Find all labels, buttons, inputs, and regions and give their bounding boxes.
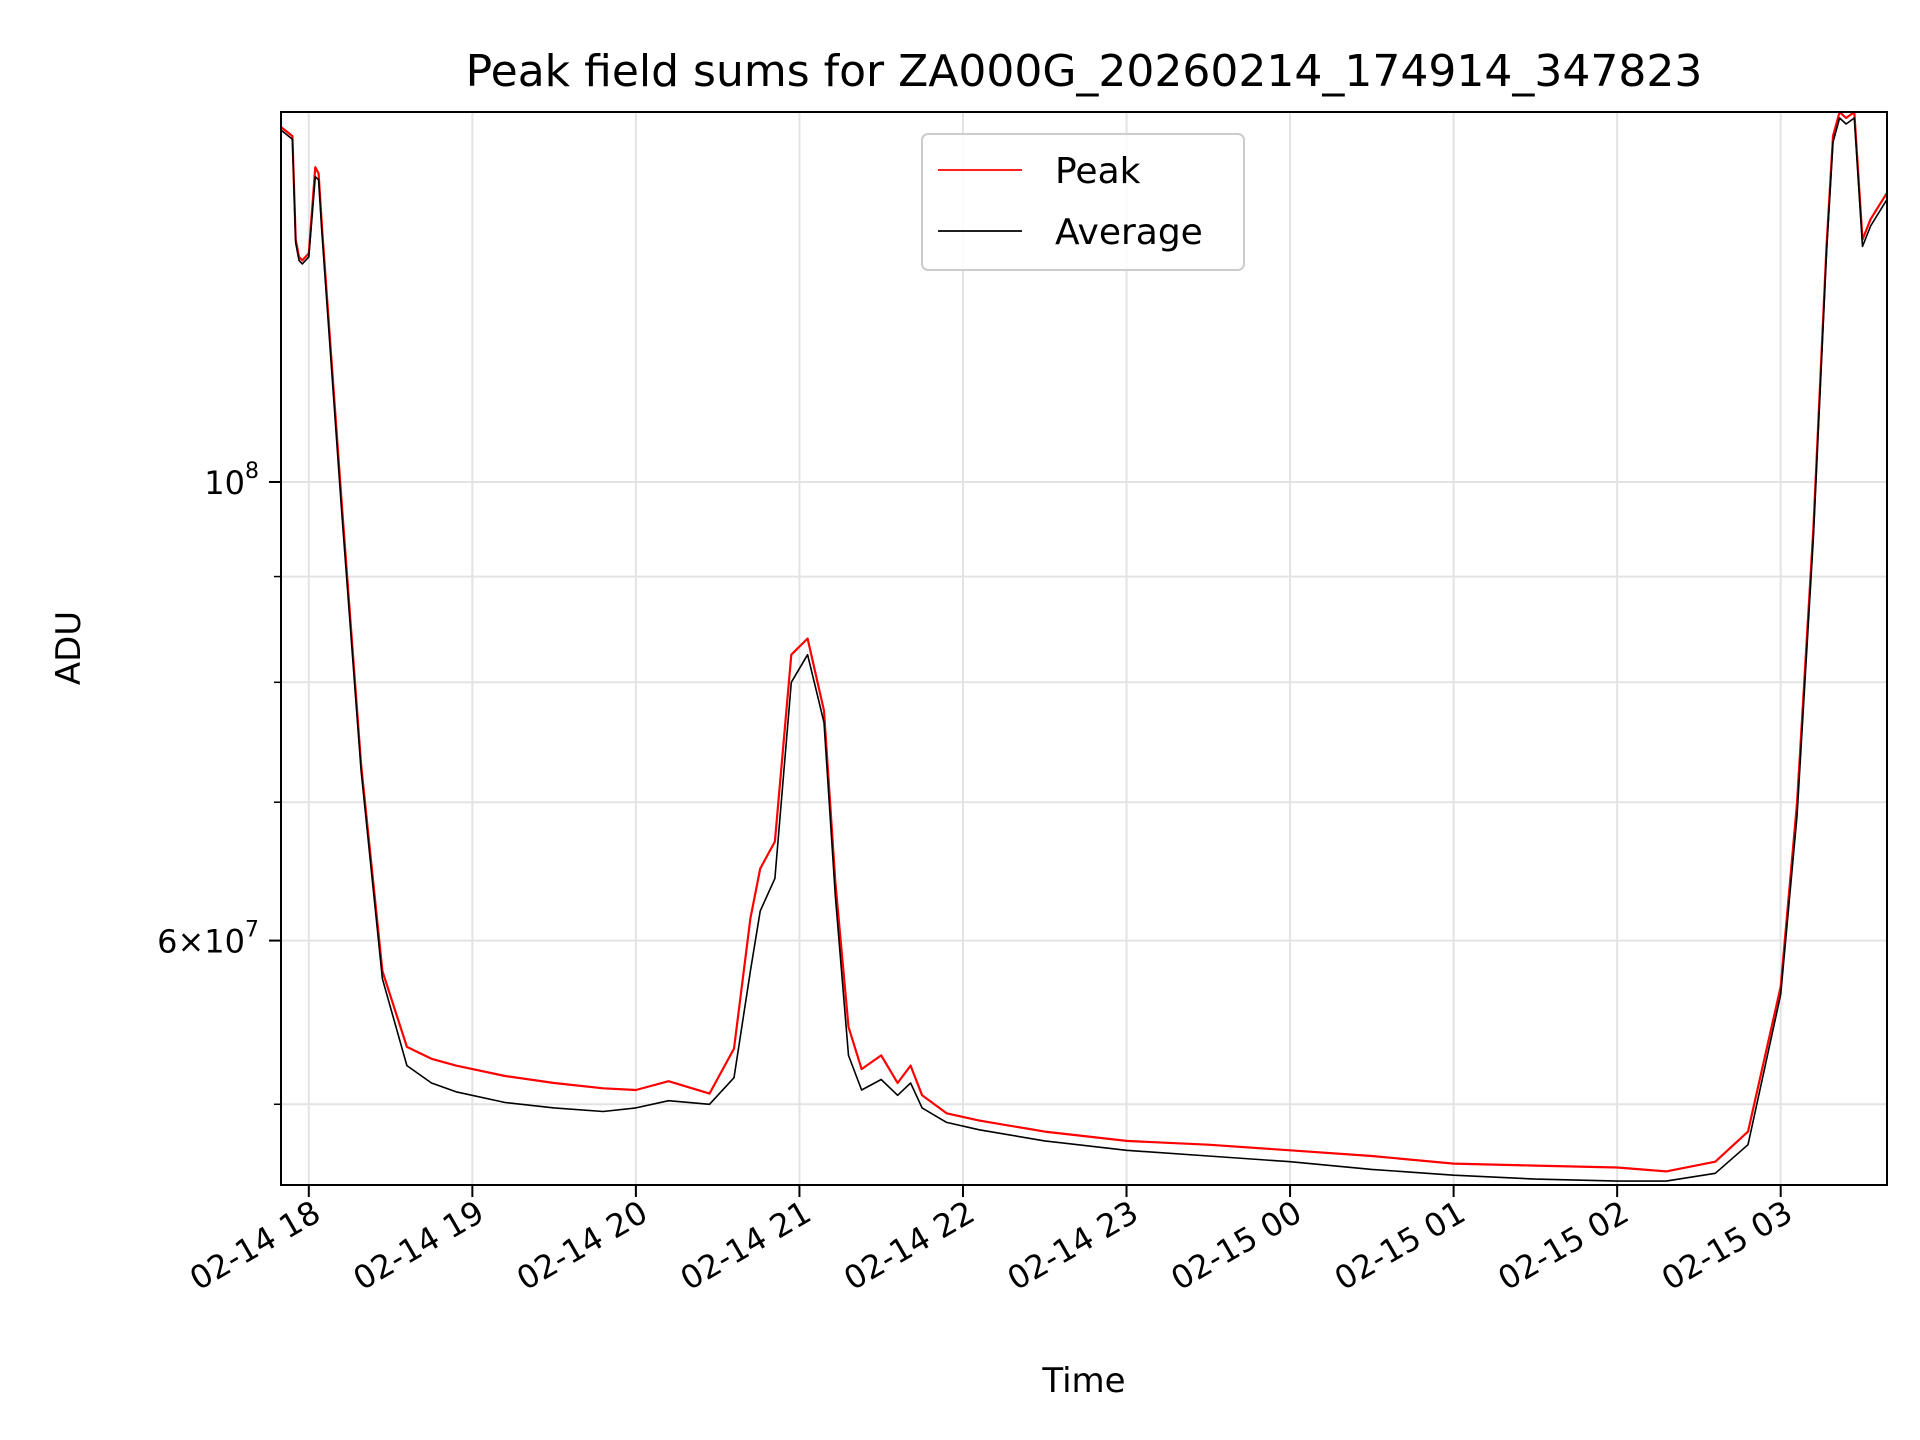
y-tick-times: ×: [177, 923, 204, 961]
legend-box: [921, 133, 1245, 271]
plot-frame: [280, 111, 1888, 1186]
y-tick-mantissa: 6: [157, 923, 177, 961]
x-axis-label: Time: [1041, 1361, 1125, 1401]
grid: [281, 112, 1887, 1185]
x-tick-label: 02-14 18: [183, 1193, 327, 1298]
x-tick-label: 02-14 20: [510, 1193, 654, 1298]
x-tick-label: 02-15 01: [1328, 1193, 1472, 1298]
y-axis-label: ADU: [49, 611, 89, 685]
y-tick-label: 6×107: [157, 918, 259, 961]
x-tick-label: 02-15 02: [1492, 1193, 1636, 1298]
y-tick-exponent: 7: [245, 918, 259, 943]
x-axis: 02-14 18 02-14 19 02-14 20 02-14 21 02-14 22…: [183, 1185, 1799, 1298]
x-tick-label: 02-14 19: [347, 1193, 491, 1298]
x-tick-label: 02-15 03: [1655, 1193, 1799, 1298]
plot-area: [280, 110, 1888, 1182]
x-tick-label: 02-14 23: [1001, 1193, 1145, 1298]
y-tick-label: 108: [204, 459, 259, 502]
x-tick-label: 02-14 22: [837, 1193, 981, 1298]
y-tick-base: 10: [204, 464, 245, 502]
chart-title: Peak field sums for ZA000G_20260214_1749…: [466, 46, 1703, 97]
x-tick-label: 02-14 21: [674, 1193, 818, 1298]
legend-label-average: Average: [1055, 212, 1203, 253]
legend-label-peak: Peak: [1055, 151, 1141, 192]
y-tick-exponent: 8: [245, 459, 259, 484]
y-tick-base: 10: [204, 923, 245, 961]
x-tick-label: 02-15 00: [1164, 1193, 1308, 1298]
series-line-average: [280, 117, 1888, 1182]
legend: Peak Average: [921, 133, 1245, 271]
